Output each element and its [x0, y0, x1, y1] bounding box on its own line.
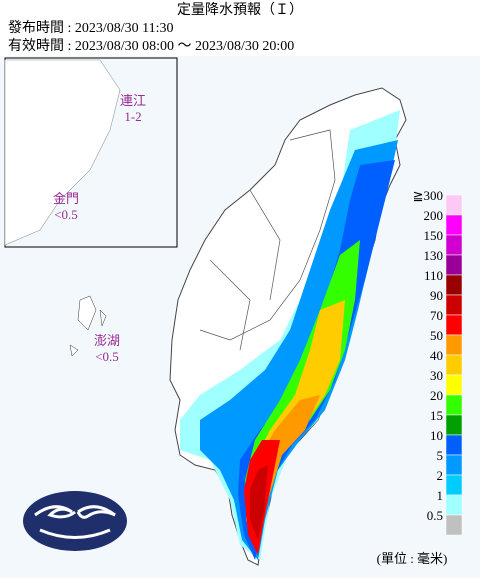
legend-swatch — [445, 234, 463, 256]
legend-swatch — [445, 194, 463, 216]
legend-label: 10 — [430, 428, 443, 443]
region-name: 澎湖 — [94, 333, 120, 348]
legend-label: 150 — [424, 228, 444, 243]
legend-label: 50 — [430, 328, 443, 343]
legend-label: 0.5 — [427, 508, 443, 523]
legend-swatch — [445, 214, 463, 236]
legend-label: 130 — [424, 248, 444, 263]
region-value: <0.5 — [54, 207, 78, 222]
legend-swatch — [445, 374, 463, 396]
valid: 有效時間 : 2023/08/30 08:00 ～ 2023/08/30 20:… — [8, 38, 294, 54]
legend-label: 70 — [430, 308, 443, 323]
legend-swatch — [445, 474, 463, 496]
legend-label: ≧300 — [413, 188, 443, 203]
legend-swatch — [445, 254, 463, 276]
rain-90 — [250, 465, 268, 540]
inset-coast — [4, 59, 121, 246]
county-borders — [199, 129, 336, 351]
legend: ≧300 200 150 130 110 90 70 50 40 30 20 15 10 5 2 1 0.5 — [413, 188, 463, 536]
taiwan — [169, 87, 407, 566]
region-name: 連江 — [120, 93, 146, 108]
legend-swatch — [445, 494, 463, 516]
legend-label: 90 — [430, 288, 443, 303]
header-bg — [0, 0, 480, 56]
legend-label: 15 — [430, 408, 443, 423]
legend-swatch — [445, 354, 463, 376]
legend-swatch — [445, 334, 463, 356]
legend-swatch — [445, 414, 463, 436]
region-value: 1-2 — [124, 109, 141, 124]
legend-label: 40 — [430, 348, 443, 363]
legend-label: 1 — [437, 488, 444, 503]
legend-label: 30 — [430, 368, 443, 383]
legend-swatch — [445, 294, 463, 316]
legend-swatch — [445, 274, 463, 296]
emblem — [23, 491, 127, 551]
region-name: 金門 — [53, 191, 79, 206]
legend-swatch — [445, 454, 463, 476]
legend-label: 20 — [430, 388, 443, 403]
unit: (單位 : 毫米) — [377, 551, 448, 566]
legend-label: 200 — [424, 208, 444, 223]
legend-label: 110 — [424, 268, 443, 283]
issued: 發布時間 : 2023/08/30 11:30 — [8, 20, 174, 36]
legend-label: 2 — [437, 468, 444, 483]
penghu — [69, 295, 107, 357]
title: 定量降水預報（Ｉ） — [177, 2, 303, 18]
legend-swatch — [445, 514, 463, 536]
legend-swatch — [445, 314, 463, 336]
legend-swatch — [445, 394, 463, 416]
legend-swatch — [445, 434, 463, 456]
region-value: <0.5 — [95, 349, 119, 364]
legend-label: 5 — [437, 448, 444, 463]
